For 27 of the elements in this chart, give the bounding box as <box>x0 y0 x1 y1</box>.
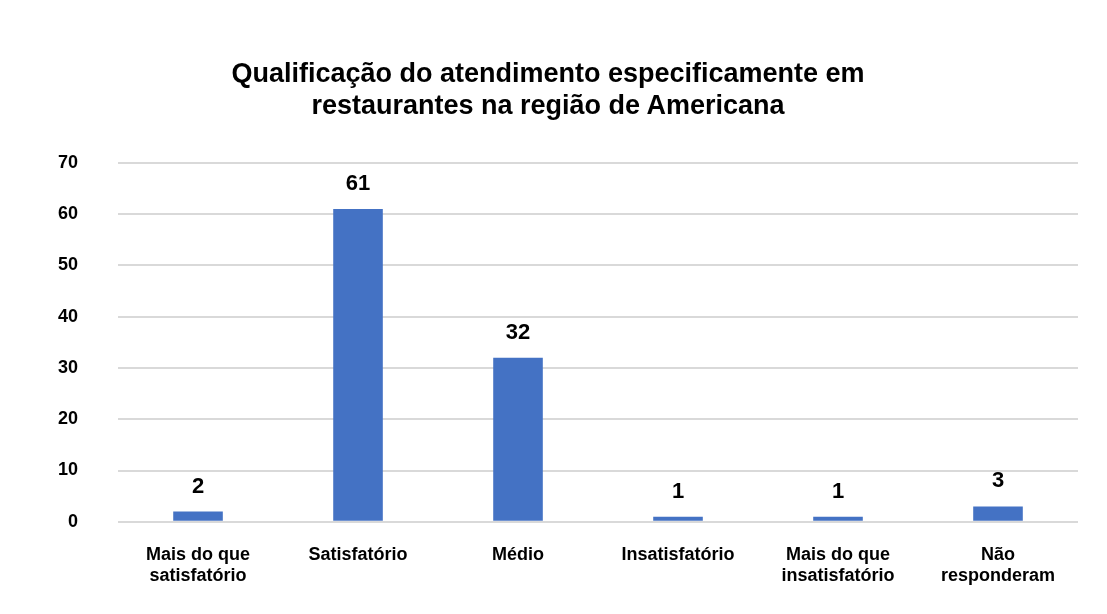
y-tick-label: 20 <box>57 408 79 429</box>
bar <box>493 357 543 521</box>
data-label: 61 <box>345 170 371 196</box>
bar <box>173 511 223 521</box>
y-tick-label: 30 <box>57 356 79 377</box>
x-tick-label: Satisfatório <box>308 543 408 564</box>
y-tick-label: 0 <box>68 510 79 531</box>
y-tick-label: 70 <box>57 151 79 172</box>
bar <box>973 506 1023 521</box>
x-tick-label: Médio <box>492 543 545 564</box>
bar <box>653 516 703 521</box>
data-label: 3 <box>991 467 1005 493</box>
data-label: 1 <box>831 477 845 503</box>
y-tick-label: 50 <box>57 254 79 275</box>
x-tick-label: Mais do que satisfatório <box>146 543 251 586</box>
data-label: 1 <box>671 477 685 503</box>
chart-title: Qualificação do atendimento especificamente em restaurantes na região de Americana <box>231 57 865 121</box>
x-tick-label: Mais do que insatisfatório <box>781 543 895 586</box>
y-tick-label: 60 <box>57 203 79 224</box>
bar <box>813 516 863 521</box>
x-tick-label: Insatisfatório <box>621 543 735 564</box>
data-label: 2 <box>191 472 205 498</box>
y-tick-label: 10 <box>57 459 79 480</box>
data-label: 32 <box>505 318 531 344</box>
x-tick-label: Não responderam <box>940 543 1056 586</box>
y-tick-label: 40 <box>57 305 79 326</box>
bar <box>333 208 383 521</box>
